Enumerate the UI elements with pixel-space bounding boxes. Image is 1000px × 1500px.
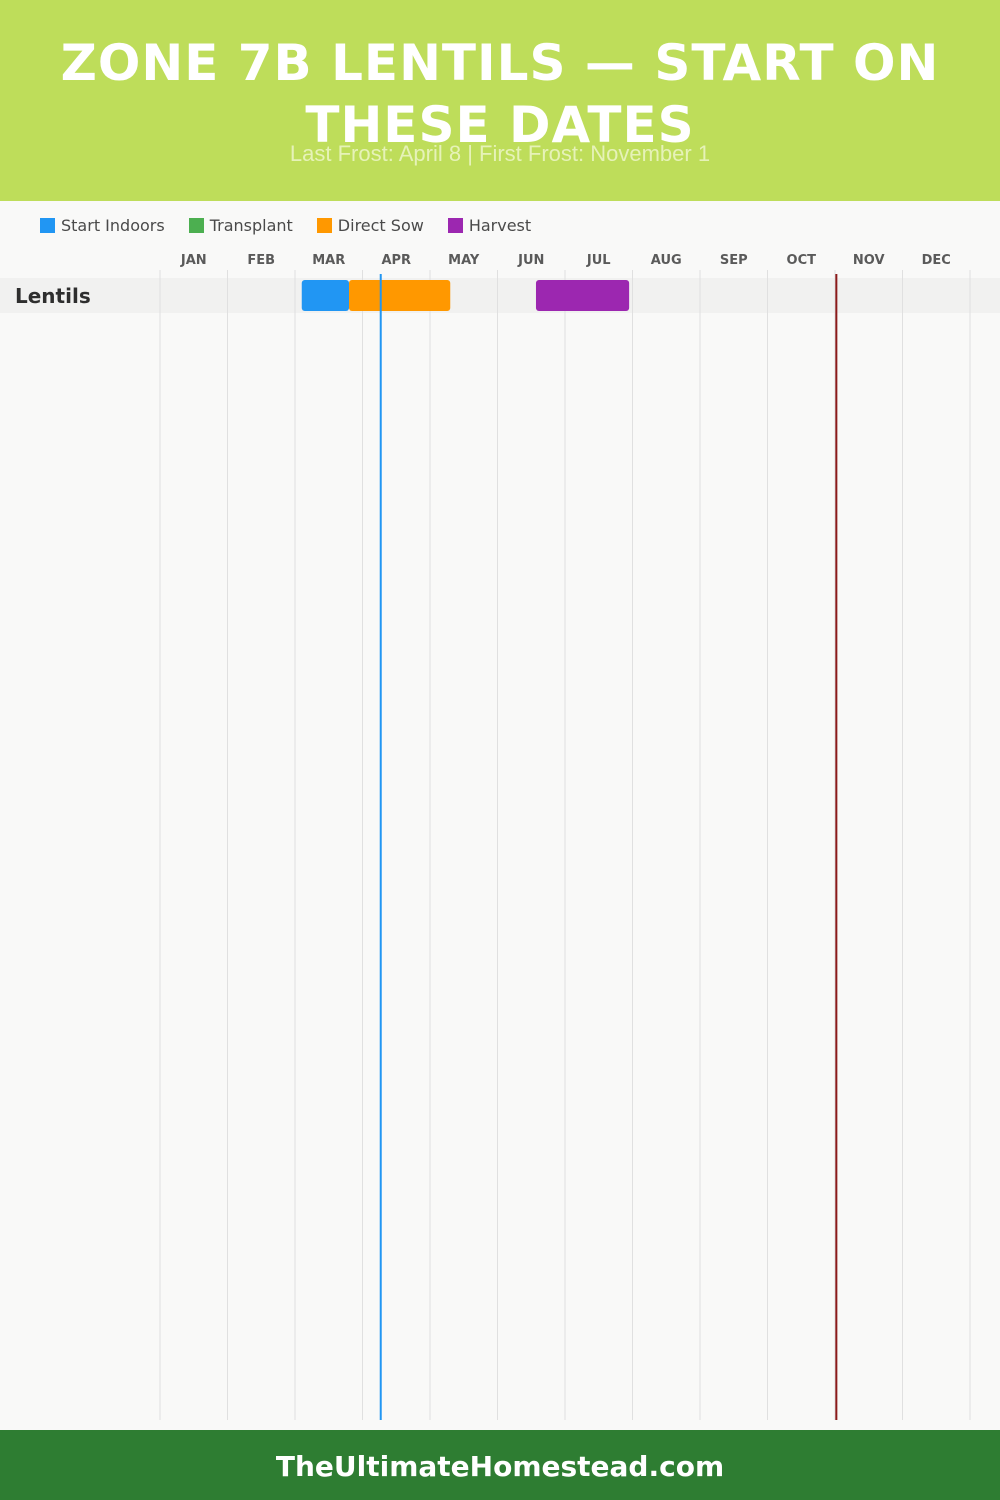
- month-tick-label: NOV: [853, 253, 885, 268]
- month-tick-label: DEC: [922, 253, 951, 268]
- month-tick-label: OCT: [787, 253, 817, 268]
- page-title: ZONE 7B LENTILS — START ON THESE DATES: [60, 34, 940, 154]
- legend: Start Indoors Transplant Direct Sow Harv…: [40, 214, 555, 236]
- month-tick-label: SEP: [720, 253, 748, 268]
- legend-swatch-start-indoors: [40, 217, 55, 233]
- planting-calendar-chart: JAN FEB MAR APR MAY JUN JUL AUG SEP OCT NOV DEC Lent…: [0, 253, 1000, 1420]
- legend-label-start-indoors: Start Indoors: [61, 215, 165, 235]
- row-background: [0, 278, 1000, 313]
- legend-item-transplant: Transplant: [188, 215, 293, 235]
- month-tick-label: FEB: [247, 253, 275, 268]
- legend-item-direct-sow: Direct Sow: [316, 215, 424, 235]
- legend-label-transplant: Transplant: [209, 215, 293, 235]
- legend-swatch-direct-sow: [316, 217, 332, 233]
- month-tick-label: APR: [381, 253, 411, 268]
- header-banner: ZONE 7B LENTILS — START ON THESE DATES L…: [0, 0, 1000, 201]
- bar-harvest: [535, 280, 630, 311]
- month-tick-label: JAN: [180, 253, 207, 268]
- month-tick-label: MAR: [312, 253, 345, 268]
- bar-direct-sow: [349, 280, 451, 311]
- bar-start-indoors: [301, 280, 349, 311]
- footer-site-link[interactable]: TheUltimateHomestead.com: [275, 1450, 725, 1483]
- legend-swatch-transplant: [188, 217, 204, 233]
- legend-item-start-indoors: Start Indoors: [40, 216, 165, 235]
- month-tick-label: JUN: [517, 253, 544, 268]
- month-tick-label: JUL: [586, 253, 611, 268]
- legend-swatch-harvest: [447, 217, 463, 233]
- crop-label: Lentils: [15, 284, 91, 308]
- month-tick-label: MAY: [448, 253, 480, 268]
- legend-item-harvest: Harvest: [447, 215, 532, 235]
- footer: TheUltimateHomestead.com: [0, 1430, 1000, 1500]
- frost-dates-subtitle: Last Frost: April 8 | First Frost: Novem…: [289, 141, 711, 166]
- month-tick-label: AUG: [651, 253, 682, 268]
- legend-label-harvest: Harvest: [468, 215, 532, 235]
- legend-label-direct-sow: Direct Sow: [337, 215, 424, 235]
